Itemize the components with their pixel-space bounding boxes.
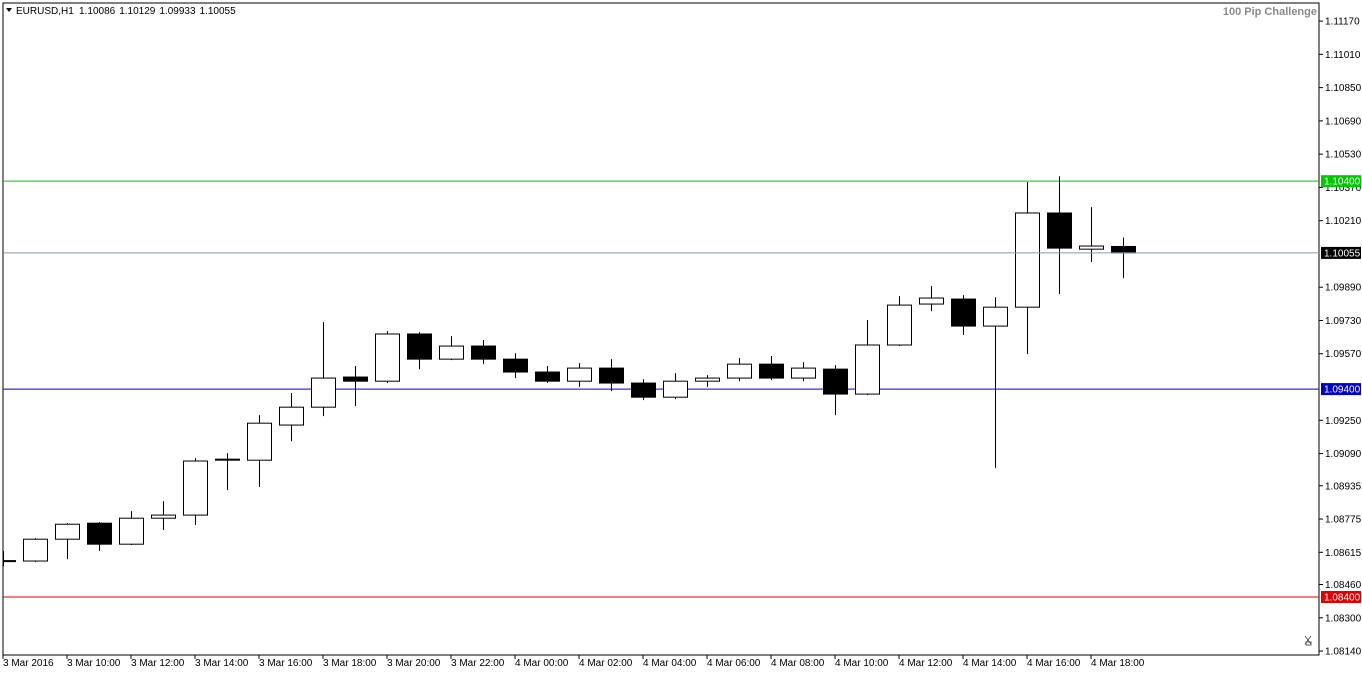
menu-arrow[interactable]	[6, 8, 12, 12]
y-tick-label: 1.08615	[1325, 548, 1362, 559]
y-tick-label: 1.09890	[1325, 283, 1362, 294]
y-tick-label: 1.10210	[1325, 216, 1362, 227]
candle-body	[503, 358, 528, 373]
candle-body	[1111, 245, 1136, 254]
candle-body	[919, 297, 944, 305]
header-high: 1.10129	[119, 6, 156, 17]
x-tick-label: 3 Mar 2016	[3, 658, 54, 669]
x-tick-label: 3 Mar 18:00	[323, 658, 377, 669]
candle-body	[87, 522, 112, 545]
candle-body	[215, 458, 240, 461]
y-tick-label: 1.09090	[1325, 449, 1362, 460]
level-label-box	[1321, 175, 1361, 188]
y-tick-label: 1.10690	[1325, 116, 1362, 127]
candle-body	[247, 422, 272, 461]
x-tick-label: 3 Mar 16:00	[259, 658, 313, 669]
level-label-box	[1321, 383, 1361, 396]
x-tick-label: 4 Mar 06:00	[707, 658, 761, 669]
candle-body	[759, 363, 784, 379]
candle-body	[727, 363, 752, 379]
level-label: 1.10400	[1324, 177, 1361, 188]
candle-body	[3, 560, 16, 563]
header-close: 1.10055	[200, 6, 237, 17]
plot-area	[3, 176, 1319, 598]
candle-body	[599, 367, 624, 384]
y-tick-label: 1.10370	[1325, 183, 1362, 194]
x-tick-label: 4 Mar 16:00	[1027, 658, 1081, 669]
candle-body	[823, 368, 848, 395]
x-tick-label: 3 Mar 12:00	[131, 658, 185, 669]
x-tick-label: 4 Mar 14:00	[963, 658, 1017, 669]
candle-body	[55, 523, 80, 540]
y-tick-label: 1.08935	[1325, 481, 1362, 492]
candle-body	[695, 377, 720, 382]
y-tick-label: 1.09730	[1325, 316, 1362, 327]
y-tick-label: 1.08140	[1325, 647, 1362, 658]
level-label-box	[1321, 590, 1361, 603]
level-label: 1.09400	[1324, 385, 1361, 396]
x-tick-label: 3 Mar 22:00	[451, 658, 505, 669]
x-tick-label: 4 Mar 10:00	[835, 658, 889, 669]
candle-body	[983, 306, 1008, 327]
y-tick-label: 1.10850	[1325, 83, 1362, 94]
x-tick-label: 3 Mar 14:00	[195, 658, 249, 669]
price-label: 1.10055	[1324, 248, 1361, 259]
candle-body	[311, 377, 336, 408]
x-tick-label: 4 Mar 04:00	[643, 658, 697, 669]
candle-body	[663, 380, 688, 398]
level-label: 1.08400	[1324, 592, 1361, 603]
chart-header: EURUSD,H1 1.10086 1.10129 1.09933 1.10055	[16, 6, 236, 17]
x-tick-label: 4 Mar 02:00	[579, 658, 633, 669]
x-tick-label: 4 Mar 12:00	[899, 658, 953, 669]
candle-body	[791, 367, 816, 379]
candle-body	[119, 517, 144, 545]
scroll-icon[interactable]	[1304, 635, 1312, 646]
y-tick-label: 1.09570	[1325, 349, 1362, 360]
candle-body	[887, 304, 912, 346]
candle-body	[279, 406, 304, 426]
candle-body	[855, 344, 880, 395]
x-tick-label: 4 Mar 08:00	[771, 658, 825, 669]
candle-body	[1015, 212, 1040, 308]
candle-body	[567, 367, 592, 382]
plot-frame	[2, 2, 1320, 656]
candle-body	[1047, 212, 1072, 249]
y-tick-label: 1.09250	[1325, 416, 1362, 427]
x-tick-label: 3 Mar 20:00	[387, 658, 441, 669]
x-tick-label: 4 Mar 18:00	[1091, 658, 1145, 669]
price-label-box	[1321, 246, 1361, 259]
candle-body	[23, 538, 48, 562]
y-tick-label: 1.11170	[1325, 17, 1360, 28]
candle-body	[631, 382, 656, 398]
candle-body	[343, 376, 368, 382]
candle-body	[951, 298, 976, 327]
header-low: 1.09933	[159, 6, 196, 17]
candle-body	[151, 514, 176, 519]
x-tick-label: 4 Mar 00:00	[515, 658, 569, 669]
y-tick-label: 1.11010	[1325, 50, 1361, 61]
header-open: 1.10086	[79, 6, 116, 17]
chart-title: EURUSD,H1	[16, 6, 74, 17]
candle-body	[183, 460, 208, 516]
candle-body	[535, 371, 560, 382]
y-tick-label: 1.08460	[1325, 580, 1362, 591]
y-tick-label: 1.08775	[1325, 515, 1362, 526]
candle-body	[375, 333, 400, 382]
candle-body	[439, 345, 464, 360]
y-tick-label: 1.10530	[1325, 150, 1362, 161]
candle-body	[407, 333, 432, 360]
y-tick-label: 1.08300	[1325, 613, 1362, 624]
candle-body	[1079, 245, 1104, 250]
annotation: 100 Pip Challenge	[1223, 6, 1317, 18]
x-tick-label: 3 Mar 10:00	[67, 658, 121, 669]
candle-body	[471, 345, 496, 360]
